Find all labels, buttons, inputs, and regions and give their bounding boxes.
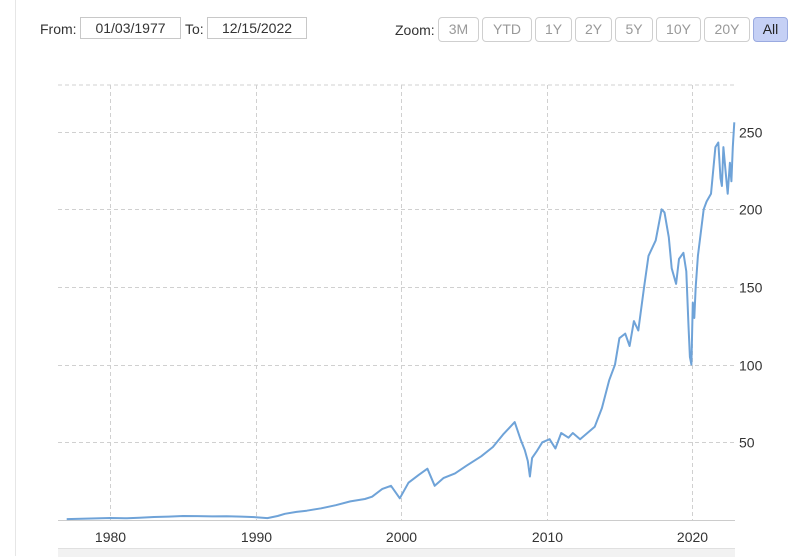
zoom-button-5y[interactable]: 5Y xyxy=(615,17,653,42)
zoom-button-ytd[interactable]: YTD xyxy=(482,17,532,42)
navigator-scroll-area[interactable] xyxy=(58,548,735,557)
x-tick-label: 2010 xyxy=(532,529,563,545)
y-tick-label: 100 xyxy=(739,358,763,374)
zoom-button-10y[interactable]: 10Y xyxy=(656,17,701,42)
zoom-button-3m[interactable]: 3M xyxy=(438,17,479,42)
range-selector-toolbar: From: To: Zoom: 3M YTD 1Y 2Y 5Y 10Y 20Y … xyxy=(0,0,797,50)
price-series-line xyxy=(66,122,736,521)
to-label: To: xyxy=(185,21,204,37)
y-tick-label: 250 xyxy=(739,125,763,141)
zoom-button-1y[interactable]: 1Y xyxy=(535,17,572,42)
to-date-input[interactable] xyxy=(207,17,307,39)
y-tick-label: 50 xyxy=(739,435,755,451)
zoom-button-2y[interactable]: 2Y xyxy=(575,17,612,42)
from-label: From: xyxy=(40,21,77,37)
left-panel-border xyxy=(15,0,16,556)
x-tick-label: 2020 xyxy=(677,529,708,545)
y-tick-label: 150 xyxy=(739,280,763,296)
y-tick-label: 200 xyxy=(739,202,763,218)
x-tick-label: 2000 xyxy=(386,529,417,545)
x-tick-label: 1990 xyxy=(241,529,272,545)
zoom-button-all[interactable]: All xyxy=(753,17,788,42)
from-date-input[interactable] xyxy=(80,17,181,39)
zoom-label: Zoom: xyxy=(395,22,435,38)
x-tick-label: 1980 xyxy=(95,529,126,545)
zoom-button-20y[interactable]: 20Y xyxy=(704,17,750,42)
